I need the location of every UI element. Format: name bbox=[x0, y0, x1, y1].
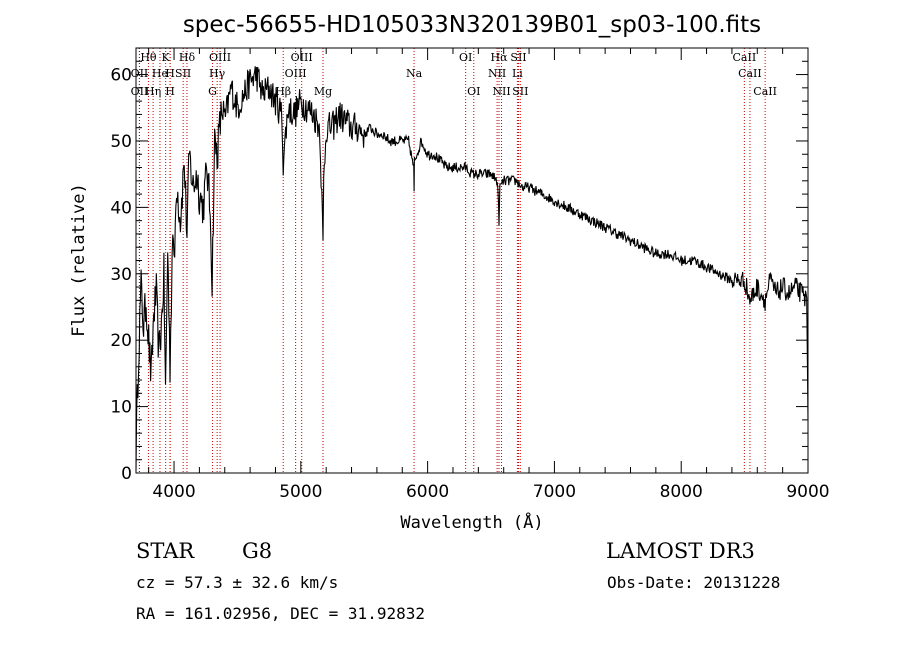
object-class: STAR bbox=[136, 539, 195, 563]
spectral-line-label: OIII bbox=[209, 51, 231, 64]
x-tick-label: 8000 bbox=[660, 482, 703, 502]
spectral-line-label: Li bbox=[512, 67, 523, 80]
spectral-line-label: SII bbox=[512, 85, 528, 98]
spectral-line-label: H bbox=[165, 67, 175, 80]
survey-name: LAMOST DR3 bbox=[606, 539, 755, 563]
spectral-line-label: OII bbox=[131, 85, 149, 98]
spectral-line-label: H bbox=[165, 85, 175, 98]
spectral-line-label: OIII bbox=[285, 67, 307, 80]
y-tick-label: 10 bbox=[110, 398, 132, 418]
spectral-line-label: Hδ bbox=[179, 51, 196, 64]
spectral-line-label: G bbox=[208, 85, 217, 98]
x-tick-label: 4000 bbox=[152, 482, 195, 502]
spectral-line-label: Mg bbox=[314, 85, 332, 98]
x-tick-label: 7000 bbox=[533, 482, 576, 502]
spectral-line-label: CaII bbox=[753, 85, 777, 98]
y-tick-label: 20 bbox=[110, 331, 132, 351]
redshift-info: cz = 57.3 ± 32.6 km/s bbox=[136, 573, 338, 592]
spectral-line-label: Na bbox=[406, 67, 423, 80]
info-panel: STAR G8 LAMOST DR3 cz = 57.3 ± 32.6 km/s… bbox=[136, 539, 780, 623]
y-tick-label: 50 bbox=[110, 132, 132, 152]
spectral-line-label: Hγ bbox=[209, 67, 226, 80]
spectral-line-label: NII bbox=[492, 85, 510, 98]
spectral-line-label: SII bbox=[175, 67, 191, 80]
spectral-line-label: OII bbox=[131, 67, 149, 80]
object-subclass: G8 bbox=[242, 539, 272, 563]
y-tick-label: 0 bbox=[121, 464, 132, 484]
spectral-line-label: K bbox=[162, 51, 171, 64]
spectral-line-label: OI bbox=[459, 51, 472, 64]
spectral-line-label: NII bbox=[488, 67, 506, 80]
x-tick-label: 6000 bbox=[406, 482, 449, 502]
spectral-line-label: CaII bbox=[733, 51, 757, 64]
spectral-line-label: He bbox=[152, 67, 168, 80]
y-tick-label: 40 bbox=[110, 198, 132, 218]
x-axis-label: Wavelength (Å) bbox=[400, 511, 543, 533]
spectral-line-label: Hβ bbox=[275, 85, 291, 98]
spectral-line-label: OI bbox=[467, 85, 480, 98]
spectral-line-label: OIII bbox=[291, 51, 313, 64]
spectral-line-label: Hθ bbox=[140, 51, 157, 64]
chart-title: spec-56655-HD105033N320139B01_sp03-100.f… bbox=[183, 12, 761, 38]
x-tick-label: 9000 bbox=[786, 482, 829, 502]
obs-date: Obs-Date: 20131228 bbox=[607, 573, 780, 592]
y-tick-label: 30 bbox=[110, 265, 132, 285]
spectrum-series-line bbox=[135, 66, 809, 471]
x-tick-label: 5000 bbox=[279, 482, 322, 502]
spectral-line-label: SII bbox=[510, 51, 526, 64]
spectral-line-label: CaII bbox=[738, 67, 762, 80]
spectral-line-markers bbox=[138, 48, 766, 473]
coordinates: RA = 161.02956, DEC = 31.92832 bbox=[136, 604, 425, 623]
spectral-line-label: Hα bbox=[490, 51, 508, 64]
axis-ticks: 4000 5000 6000 7000 8000 9000 0 10 20 30 40 50 60 bbox=[110, 48, 830, 502]
y-tick-label: 60 bbox=[110, 66, 132, 86]
y-axis-label: Flux (relative) bbox=[69, 183, 89, 337]
spectral-line-label: Hη bbox=[145, 85, 161, 98]
